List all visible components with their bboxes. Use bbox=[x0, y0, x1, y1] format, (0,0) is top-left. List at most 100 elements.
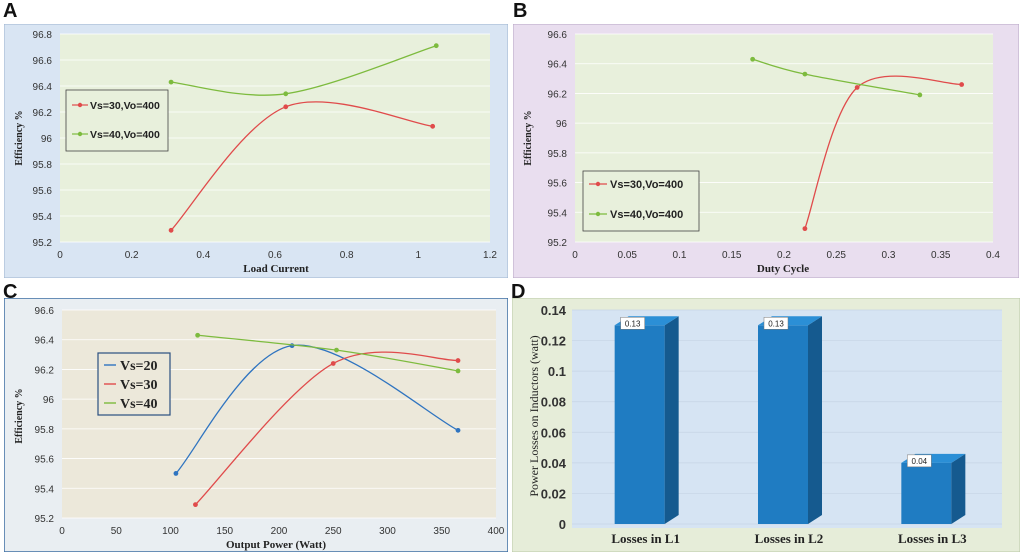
value-label-d-2: 0.13 bbox=[768, 319, 784, 328]
bar-side-d-3 bbox=[951, 453, 966, 524]
y-tick-b-5: 96.2 bbox=[548, 89, 568, 100]
x-tick-d-3: Losses in L3 bbox=[898, 531, 967, 546]
x-tick-c-3: 150 bbox=[216, 526, 233, 537]
y-tick-b-1: 95.4 bbox=[548, 208, 568, 219]
y-tick-a-1: 95.4 bbox=[33, 212, 53, 223]
data-point-c-3-1 bbox=[195, 332, 201, 338]
x-tick-a-5: 1 bbox=[416, 250, 422, 261]
legend-b-series-1: Vs=30,Vo=400 bbox=[610, 179, 683, 191]
x-tick-c-2: 100 bbox=[162, 526, 179, 537]
chart-d-inductor-losses: 0 0.02 0.04 0.06 0.08 0.1 0.12 0.14 0.13 Losses … bbox=[512, 298, 1020, 552]
data-point-b-2-2 bbox=[802, 71, 808, 77]
x-tick-c-1: 50 bbox=[111, 526, 123, 537]
x-tick-b-1: 0.05 bbox=[618, 250, 638, 261]
y-axis-title-d: Power Losses on Inductors (watt) bbox=[527, 335, 541, 496]
legend-c: Vs=20 Vs=30 Vs=40 bbox=[97, 352, 171, 416]
series-line-c-2 bbox=[194, 351, 459, 506]
x-tick-c-6: 300 bbox=[379, 526, 396, 537]
value-label-d-3: 0.04 bbox=[912, 457, 928, 466]
panel-label-a: A bbox=[3, 0, 18, 22]
y-axis-title-a: Efficiency % bbox=[14, 110, 25, 165]
legend-b-series-2: Vs=40,Vo=400 bbox=[610, 209, 683, 221]
y-tick-d-0: 0 bbox=[559, 517, 566, 532]
y-tick-d-2: 0.04 bbox=[541, 456, 567, 471]
x-tick-b-7: 0.35 bbox=[931, 250, 951, 261]
chart-a-load-current: 95.2 95.4 95.6 95.8 96 96.2 96.4 96.6 96.8 0 0.2 0.… bbox=[4, 24, 508, 278]
x-tick-d-2: Losses in L2 bbox=[755, 531, 824, 546]
x-tick-b-3: 0.15 bbox=[722, 250, 742, 261]
x-tick-b-2: 0.1 bbox=[673, 250, 687, 261]
data-point-a-2-1 bbox=[168, 79, 174, 85]
y-tick-b-2: 95.6 bbox=[548, 179, 568, 190]
y-tick-a-0: 95.2 bbox=[33, 238, 53, 249]
data-point-a-1-1 bbox=[168, 227, 174, 233]
chart-b-duty-cycle: 95.2 95.4 95.6 95.8 96 96.2 96.4 96.6 0 0.05 0.1 0.… bbox=[513, 24, 1019, 278]
legend-a: Vs=30,Vo=400 Vs=40,Vo=400 bbox=[65, 89, 169, 152]
data-point-a-1-3 bbox=[430, 123, 436, 129]
data-point-a-2-3 bbox=[433, 43, 439, 49]
data-point-c-3-2 bbox=[334, 347, 339, 353]
y-tick-a-5: 96.2 bbox=[33, 108, 53, 119]
data-point-a-2-2 bbox=[283, 91, 289, 97]
x-tick-c-4: 200 bbox=[271, 526, 288, 537]
data-point-b-2-3 bbox=[917, 92, 923, 98]
y-tick-a-8: 96.8 bbox=[33, 30, 53, 41]
x-tick-b-6: 0.3 bbox=[882, 250, 896, 261]
y-tick-c-2: 95.6 bbox=[35, 455, 55, 466]
x-tick-a-2: 0.4 bbox=[196, 250, 210, 261]
y-tick-a-4: 96 bbox=[41, 134, 53, 145]
x-tick-b-8: 0.4 bbox=[986, 250, 1000, 261]
y-tick-c-3: 95.8 bbox=[35, 425, 55, 436]
data-point-c-2-2 bbox=[330, 361, 336, 366]
legend-c-series-1: Vs=20 bbox=[120, 359, 158, 374]
y-tick-d-7: 0.14 bbox=[541, 303, 567, 318]
y-tick-b-7: 96.6 bbox=[548, 30, 568, 41]
panel-label-b: B bbox=[513, 0, 528, 22]
data-point-b-1-1 bbox=[802, 226, 808, 232]
bar-side-d-1 bbox=[664, 316, 679, 524]
y-tick-a-6: 96.4 bbox=[33, 82, 53, 93]
y-tick-c-6: 96.4 bbox=[35, 336, 55, 347]
bar-side-d-2 bbox=[808, 316, 822, 524]
x-tick-a-0: 0 bbox=[57, 250, 63, 261]
y-tick-b-6: 96.4 bbox=[548, 60, 568, 71]
y-tick-c-1: 95.4 bbox=[35, 484, 55, 495]
x-tick-b-4: 0.2 bbox=[777, 250, 791, 261]
y-tick-b-0: 95.2 bbox=[548, 238, 568, 249]
chart-c-output-power: 95.2 95.4 95.6 95.8 96 96.2 96.4 96.6 0 50 100 150 2… bbox=[4, 298, 508, 552]
legend-a-series-1: Vs=30,Vo=400 bbox=[90, 100, 160, 112]
y-tick-a-2: 95.6 bbox=[33, 186, 53, 197]
data-point-c-2-1 bbox=[193, 502, 198, 508]
y-tick-c-0: 95.2 bbox=[35, 514, 55, 525]
legend-a-series-2: Vs=40,Vo=400 bbox=[90, 129, 160, 141]
data-point-c-1-3 bbox=[455, 427, 461, 433]
value-label-box-d-3 bbox=[907, 454, 932, 468]
data-point-a-1-2 bbox=[283, 104, 289, 110]
bar-d-2 bbox=[758, 325, 808, 524]
y-tick-c-4: 96 bbox=[43, 395, 55, 406]
x-tick-b-5: 0.25 bbox=[827, 250, 847, 261]
x-axis-title-a: Load Current bbox=[243, 263, 309, 275]
y-tick-a-3: 95.8 bbox=[33, 160, 53, 171]
data-point-b-1-2 bbox=[854, 85, 860, 90]
data-point-c-3-3 bbox=[455, 368, 461, 374]
x-tick-b-0: 0 bbox=[572, 250, 578, 261]
bar-d-1 bbox=[614, 325, 665, 524]
value-label-d-1: 0.13 bbox=[625, 319, 641, 328]
legend-c-series-2: Vs=30 bbox=[120, 378, 158, 393]
x-tick-c-8: 400 bbox=[488, 526, 505, 537]
y-tick-d-6: 0.12 bbox=[541, 334, 566, 349]
value-label-box-d-2 bbox=[763, 317, 789, 330]
y-tick-c-7: 96.6 bbox=[35, 306, 55, 317]
y-axis-title-b: Efficiency % bbox=[523, 110, 534, 165]
bar-d-3 bbox=[901, 462, 952, 524]
data-point-b-1-3 bbox=[959, 82, 965, 87]
value-label-box-d-1 bbox=[620, 317, 645, 330]
y-tick-c-5: 96.2 bbox=[35, 365, 55, 376]
y-tick-d-3: 0.06 bbox=[541, 425, 566, 440]
y-axis-title-c: Efficiency % bbox=[14, 388, 25, 443]
y-tick-a-7: 96.6 bbox=[33, 56, 53, 67]
x-tick-c-7: 350 bbox=[433, 526, 450, 537]
y-tick-b-4: 96 bbox=[556, 119, 568, 130]
x-tick-c-0: 0 bbox=[59, 526, 65, 537]
